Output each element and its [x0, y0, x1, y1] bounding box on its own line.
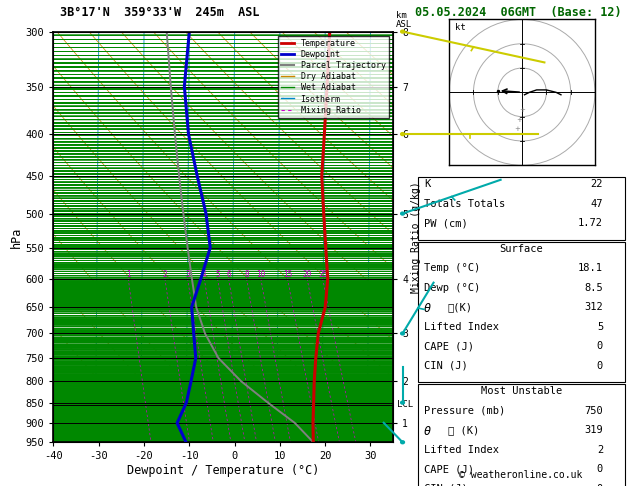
- Bar: [418, 177, 625, 240]
- Text: +: +: [515, 126, 520, 132]
- Text: K: K: [424, 179, 430, 190]
- Text: 312: 312: [584, 302, 603, 312]
- Text: km
ASL: km ASL: [396, 11, 413, 29]
- Text: 25: 25: [318, 270, 327, 278]
- Text: Most Unstable: Most Unstable: [481, 386, 562, 397]
- Text: 05.05.2024  06GMT  (Base: 12): 05.05.2024 06GMT (Base: 12): [415, 6, 621, 19]
- Text: Lifted Index: Lifted Index: [424, 445, 499, 455]
- Text: Totals Totals: Totals Totals: [424, 199, 505, 209]
- Text: +: +: [516, 117, 523, 122]
- Text: 8.5: 8.5: [584, 283, 603, 293]
- Text: 3: 3: [186, 270, 190, 278]
- Text: 0: 0: [597, 361, 603, 371]
- Text: 2: 2: [162, 270, 167, 278]
- Text: ᴄ (K): ᴄ (K): [448, 425, 479, 435]
- Text: 1: 1: [126, 270, 131, 278]
- Bar: [418, 242, 625, 382]
- Text: 0: 0: [597, 341, 603, 351]
- Text: CAPE (J): CAPE (J): [424, 341, 474, 351]
- Text: 47: 47: [591, 199, 603, 209]
- Text: +: +: [519, 107, 525, 113]
- Bar: [418, 384, 625, 486]
- Text: Dewp (°C): Dewp (°C): [424, 283, 481, 293]
- Text: © weatheronline.co.uk: © weatheronline.co.uk: [459, 470, 583, 480]
- Text: Surface: Surface: [499, 244, 543, 254]
- Legend: Temperature, Dewpoint, Parcel Trajectory, Dry Adiabat, Wet Adiabat, Isotherm, Mi: Temperature, Dewpoint, Parcel Trajectory…: [278, 36, 389, 118]
- Text: Pressure (mb): Pressure (mb): [424, 406, 505, 416]
- Text: 22: 22: [591, 179, 603, 190]
- Text: 6: 6: [226, 270, 231, 278]
- Text: LCL: LCL: [396, 400, 413, 409]
- Text: 10: 10: [256, 270, 265, 278]
- Text: CIN (J): CIN (J): [424, 361, 468, 371]
- Text: 8: 8: [244, 270, 249, 278]
- Text: 0: 0: [597, 484, 603, 486]
- Y-axis label: Mixing Ratio (g/kg): Mixing Ratio (g/kg): [411, 181, 421, 293]
- Text: 15: 15: [283, 270, 292, 278]
- Text: 0: 0: [597, 464, 603, 474]
- Text: 3B°17'N  359°33'W  245m  ASL: 3B°17'N 359°33'W 245m ASL: [60, 6, 259, 19]
- Text: CAPE (J): CAPE (J): [424, 464, 474, 474]
- Text: 2: 2: [597, 445, 603, 455]
- Text: PW (cm): PW (cm): [424, 218, 468, 228]
- Text: θ: θ: [424, 425, 431, 438]
- Text: 5: 5: [597, 322, 603, 332]
- Text: θ: θ: [424, 302, 431, 315]
- Text: 1.72: 1.72: [578, 218, 603, 228]
- X-axis label: Dewpoint / Temperature (°C): Dewpoint / Temperature (°C): [127, 464, 320, 477]
- Text: 750: 750: [584, 406, 603, 416]
- Text: kt: kt: [455, 23, 465, 32]
- Text: 319: 319: [584, 425, 603, 435]
- Text: Lifted Index: Lifted Index: [424, 322, 499, 332]
- Text: Temp (°C): Temp (°C): [424, 263, 481, 274]
- Text: 18.1: 18.1: [578, 263, 603, 274]
- Text: CIN (J): CIN (J): [424, 484, 468, 486]
- Text: 5: 5: [215, 270, 220, 278]
- Text: ᴄ(K): ᴄ(K): [448, 302, 473, 312]
- Text: 4: 4: [202, 270, 206, 278]
- Text: 20: 20: [303, 270, 312, 278]
- Y-axis label: hPa: hPa: [10, 226, 23, 247]
